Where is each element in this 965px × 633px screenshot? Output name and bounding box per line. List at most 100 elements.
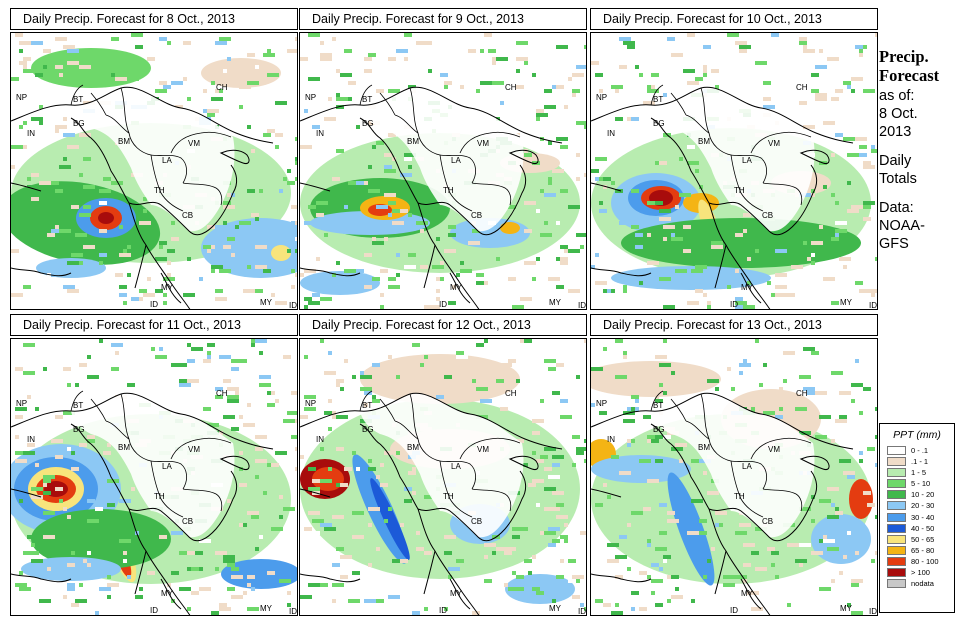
country-label-cb: CB bbox=[471, 211, 482, 220]
precip-cell bbox=[556, 575, 564, 579]
precip-cell bbox=[23, 65, 27, 69]
legend-item: 30 - 40 bbox=[880, 512, 954, 523]
precip-cell bbox=[380, 463, 384, 467]
precip-cell bbox=[548, 527, 560, 531]
precip-cell bbox=[448, 225, 456, 229]
precip-cell bbox=[803, 125, 815, 129]
precip-cell bbox=[803, 387, 815, 391]
precip-cell bbox=[560, 189, 568, 193]
precip-cell bbox=[275, 133, 283, 137]
precip-cell bbox=[304, 527, 312, 531]
precip-cell bbox=[295, 137, 297, 141]
precip-cell bbox=[364, 285, 372, 289]
precip-cell bbox=[247, 265, 251, 269]
precip-cell bbox=[404, 487, 412, 491]
legend-swatch bbox=[887, 579, 906, 589]
precip-cell bbox=[687, 531, 699, 535]
precip-cell bbox=[623, 419, 635, 423]
forecast-panel-3: Daily Precip. Forecast for 10 Oct., 2013… bbox=[590, 8, 878, 310]
legend-swatch bbox=[887, 490, 906, 500]
precip-cell bbox=[304, 297, 312, 301]
precip-cell bbox=[815, 435, 827, 439]
precip-cell bbox=[556, 45, 568, 49]
precip-cell bbox=[223, 201, 231, 205]
precip-cell bbox=[552, 455, 564, 459]
precip-cell bbox=[404, 153, 416, 157]
precip-cell bbox=[43, 367, 47, 371]
precip-cell bbox=[568, 205, 580, 209]
precip-cell bbox=[203, 245, 215, 249]
precip-cell bbox=[460, 261, 464, 265]
panel-title: Daily Precip. Forecast for 10 Oct., 2013 bbox=[590, 8, 878, 30]
precip-cell bbox=[584, 615, 587, 616]
coastline bbox=[508, 149, 539, 164]
precip-cell bbox=[287, 169, 291, 173]
country-border bbox=[459, 131, 521, 206]
precip-cell bbox=[336, 93, 340, 97]
legend-item: > 100 bbox=[880, 567, 954, 578]
precip-cell bbox=[139, 289, 147, 293]
precip-cell bbox=[404, 33, 412, 37]
legend-item: 0 - .1 bbox=[880, 445, 954, 456]
precip-cell bbox=[344, 467, 352, 471]
precip-cell bbox=[11, 145, 23, 149]
panel-title: Daily Precip. Forecast for 11 Oct., 2013 bbox=[10, 314, 298, 336]
precip-cell bbox=[532, 479, 544, 483]
precip-cell bbox=[368, 507, 380, 511]
precip-cell bbox=[416, 221, 428, 225]
precip-cell bbox=[492, 551, 496, 555]
precip-band bbox=[31, 509, 171, 569]
precip-cell bbox=[312, 519, 324, 523]
precip-cell bbox=[683, 249, 691, 253]
country-border bbox=[70, 390, 107, 422]
precip-cell bbox=[155, 257, 167, 261]
country-label-th: TH bbox=[734, 186, 745, 195]
precip-cell bbox=[504, 583, 508, 587]
precip-cell bbox=[695, 77, 703, 81]
precip-cell bbox=[496, 379, 508, 383]
precip-cell bbox=[231, 193, 235, 197]
precip-cell bbox=[448, 567, 460, 571]
country-label-np: NP bbox=[305, 93, 316, 102]
precip-cell bbox=[55, 487, 63, 491]
precip-cell bbox=[364, 403, 368, 407]
precip-cell bbox=[520, 463, 528, 467]
precip-cell bbox=[352, 451, 356, 455]
precip-cell bbox=[520, 339, 524, 343]
precip-cell bbox=[847, 209, 859, 213]
precip-cell bbox=[99, 201, 107, 205]
precip-cell bbox=[215, 41, 227, 45]
country-label-la: LA bbox=[162, 156, 172, 165]
precip-band bbox=[21, 557, 121, 581]
precip-cell bbox=[215, 395, 223, 399]
country-label-bg: BG bbox=[362, 425, 374, 434]
precip-cell bbox=[444, 551, 452, 555]
precip-cell bbox=[544, 447, 556, 451]
precip-cell bbox=[811, 253, 815, 257]
legend-item: 40 - 50 bbox=[880, 523, 954, 534]
legend-swatch bbox=[887, 556, 906, 566]
precip-cell bbox=[87, 615, 91, 616]
precip-cell bbox=[95, 611, 99, 615]
precip-cell bbox=[300, 595, 312, 599]
precip-cell bbox=[544, 531, 556, 535]
precip-cell bbox=[831, 153, 835, 157]
precip-cell bbox=[791, 265, 803, 269]
precip-cell bbox=[771, 551, 779, 555]
precip-cell bbox=[75, 233, 87, 237]
precip-cell bbox=[143, 209, 147, 213]
precip-cell bbox=[420, 265, 428, 269]
precip-cell bbox=[360, 375, 372, 379]
precip-cell bbox=[707, 301, 711, 305]
precip-cell bbox=[83, 559, 87, 563]
precip-cell bbox=[584, 125, 586, 129]
precip-cell bbox=[111, 73, 115, 77]
precip-cell bbox=[548, 475, 560, 479]
precip-cell bbox=[867, 503, 875, 507]
precip-cell bbox=[171, 221, 175, 225]
precip-cell bbox=[572, 93, 576, 97]
precip-cell bbox=[839, 415, 847, 419]
precip-cell bbox=[448, 575, 452, 579]
precip-cell bbox=[43, 491, 51, 495]
precip-cell bbox=[308, 511, 320, 515]
